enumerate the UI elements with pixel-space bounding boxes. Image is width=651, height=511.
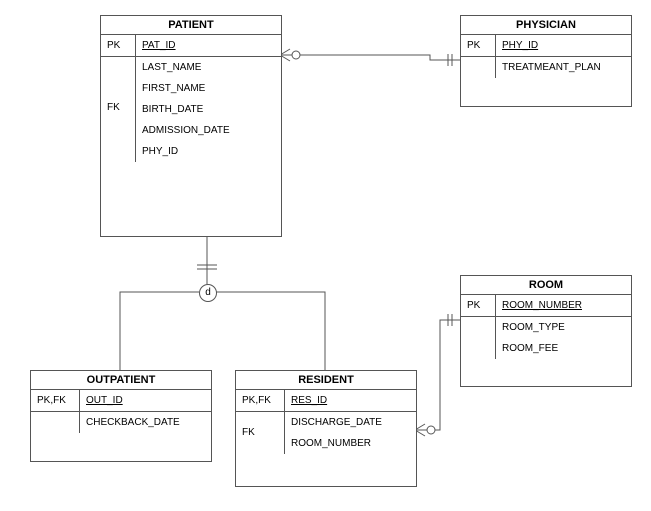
attr-cell: ADMISSION_DATE [136, 120, 281, 141]
entity-body: PKFKPAT_IDLAST_NAMEFIRST_NAMEBIRTH_DATEA… [101, 35, 281, 162]
attr-cell: OUT_ID [80, 390, 211, 412]
key-cell: PK [101, 35, 135, 57]
entity-body: PK,FKOUT_IDCHECKBACK_DATE [31, 390, 211, 433]
attribute-column: ROOM_NUMBERROOM_TYPEROOM_FEE [496, 295, 631, 359]
attr-cell: PHY_ID [136, 141, 281, 162]
disjoint-label: d [205, 287, 211, 298]
attr-cell: RES_ID [285, 390, 416, 412]
key-cell [101, 77, 135, 87]
attr-cell: ROOM_TYPE [496, 317, 631, 338]
attr-cell: ROOM_NUMBER [496, 295, 631, 317]
entity-outpatient: OUTPATIENTPK,FKOUT_IDCHECKBACK_DATE [30, 370, 212, 462]
entity-title: PATIENT [101, 16, 281, 35]
attr-cell: CHECKBACK_DATE [80, 412, 211, 433]
entity-title: RESIDENT [236, 371, 416, 390]
entity-body: PKPHY_IDTREATMEANT_PLAN [461, 35, 631, 78]
attr-cell: ROOM_NUMBER [285, 433, 416, 454]
attr-cell: BIRTH_DATE [136, 99, 281, 120]
key-column: PK [461, 35, 496, 78]
entity-title: OUTPATIENT [31, 371, 211, 390]
key-cell [461, 317, 495, 327]
key-column: PK,FK FK [236, 390, 285, 454]
entity-room: ROOMPKROOM_NUMBERROOM_TYPEROOM_FEE [460, 275, 632, 387]
attr-cell: PHY_ID [496, 35, 631, 57]
key-cell: PK,FK [31, 390, 79, 412]
attribute-column: OUT_IDCHECKBACK_DATE [80, 390, 211, 433]
key-cell [101, 87, 135, 97]
attr-cell: LAST_NAME [136, 57, 281, 78]
attribute-column: RES_IDDISCHARGE_DATEROOM_NUMBER [285, 390, 416, 454]
entity-body: PKROOM_NUMBERROOM_TYPEROOM_FEE [461, 295, 631, 359]
attr-cell: ROOM_FEE [496, 338, 631, 359]
key-cell [101, 67, 135, 77]
attribute-column: PAT_IDLAST_NAMEFIRST_NAMEBIRTH_DATEADMIS… [136, 35, 281, 162]
disjoint-symbol: d [199, 284, 217, 302]
entity-resident: RESIDENTPK,FK FKRES_IDDISCHARGE_DATEROOM_… [235, 370, 417, 487]
key-cell [236, 412, 284, 422]
attr-cell: FIRST_NAME [136, 78, 281, 99]
entity-title: ROOM [461, 276, 631, 295]
entity-title: PHYSICIAN [461, 16, 631, 35]
key-cell [31, 412, 79, 422]
key-cell [461, 57, 495, 67]
key-cell: FK [101, 97, 135, 118]
entity-patient: PATIENTPKFKPAT_IDLAST_NAMEFIRST_NAMEBIRT… [100, 15, 282, 237]
attr-cell: TREATMEANT_PLAN [496, 57, 631, 78]
key-cell: PK [461, 295, 495, 317]
entity-physician: PHYSICIANPKPHY_IDTREATMEANT_PLAN [460, 15, 632, 107]
key-cell: PK,FK [236, 390, 284, 412]
key-column: PK [461, 295, 496, 359]
key-column: PK,FK [31, 390, 80, 433]
key-cell: FK [236, 422, 284, 443]
key-cell: PK [461, 35, 495, 57]
key-column: PK FK [101, 35, 136, 162]
attr-cell: PAT_ID [136, 35, 281, 57]
er-diagram-canvas: PATIENTPKFKPAT_IDLAST_NAMEFIRST_NAMEBIRT… [0, 0, 651, 511]
attribute-column: PHY_IDTREATMEANT_PLAN [496, 35, 631, 78]
key-cell [101, 57, 135, 67]
key-cell [461, 327, 495, 337]
entity-body: PK,FK FKRES_IDDISCHARGE_DATEROOM_NUMBER [236, 390, 416, 454]
attr-cell: DISCHARGE_DATE [285, 412, 416, 433]
